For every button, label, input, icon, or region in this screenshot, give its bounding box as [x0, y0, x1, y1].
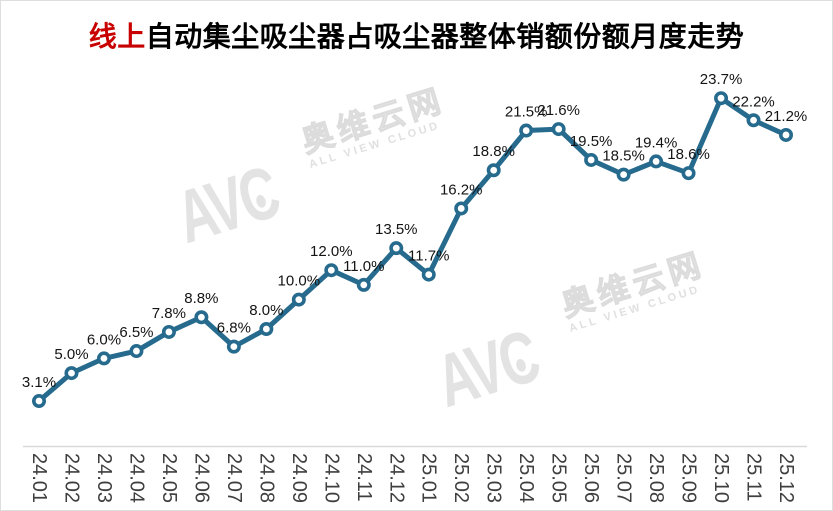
chart-title-rest: 自动集尘吸尘器占吸尘器整体销额份额月度走势: [145, 21, 745, 52]
data-point-label: 16.2%: [440, 181, 483, 198]
x-tick-label: 25.04: [515, 453, 537, 503]
x-tick-label: 25.02: [450, 453, 472, 503]
x-tick-label: 24.03: [93, 453, 115, 503]
x-tick-label: 24.06: [190, 453, 212, 503]
data-point-marker: [584, 152, 599, 167]
data-point-label: 5.0%: [54, 346, 88, 363]
data-point-label: 18.6%: [667, 146, 710, 163]
data-point-marker: [324, 263, 339, 278]
data-point-marker: [421, 267, 436, 282]
data-point-label: 23.7%: [700, 71, 743, 88]
x-tick-label: 24.02: [60, 453, 82, 503]
x-tick-label: 25.05: [548, 453, 570, 503]
data-point-marker: [291, 292, 306, 307]
data-point-marker: [64, 366, 79, 381]
x-tick-label: 25.08: [645, 453, 667, 503]
data-point-label: 22.2%: [732, 93, 775, 110]
x-tick-label: 24.09: [288, 453, 310, 503]
data-point-label: 3.1%: [22, 374, 56, 391]
data-point-marker: [226, 339, 241, 354]
x-tick-label: 24.01: [28, 453, 50, 503]
chart-title: 线上自动集尘吸尘器占吸尘器整体销额份额月度走势: [1, 15, 832, 55]
x-tick-label: 25.12: [775, 453, 797, 503]
x-tick-label: 24.07: [223, 453, 245, 503]
x-tick-label: 25.07: [613, 453, 635, 503]
x-tick-label: 24.10: [320, 453, 342, 503]
data-point-label: 6.8%: [217, 320, 251, 337]
data-point-marker: [31, 394, 46, 409]
x-tick-label: 24.04: [125, 453, 147, 503]
data-point-label: 12.0%: [310, 243, 353, 260]
data-point-label: 11.0%: [343, 258, 384, 275]
x-tick-label: 25.06: [580, 453, 602, 503]
x-tick-label: 24.11: [353, 453, 375, 502]
data-point-marker: [551, 122, 566, 137]
data-point-marker: [96, 351, 111, 366]
data-point-label: 21.5%: [505, 104, 548, 121]
data-point-marker: [649, 154, 664, 169]
chart-title-highlight: 线上: [88, 21, 146, 52]
data-point-label: 18.8%: [472, 143, 515, 160]
x-tick-label: 24.12: [385, 453, 407, 503]
data-point-marker: [454, 201, 469, 216]
data-point-label: 18.5%: [602, 148, 645, 165]
data-point-label: 11.7%: [408, 248, 449, 265]
data-point-label: 13.5%: [375, 221, 418, 238]
data-point-marker: [161, 324, 176, 339]
data-point-label: 21.6%: [537, 102, 580, 119]
data-point-label: 21.2%: [765, 108, 808, 125]
data-point-marker: [778, 127, 793, 142]
data-point-marker: [194, 310, 209, 325]
data-point-marker: [714, 91, 729, 106]
data-point-label: 10.0%: [278, 273, 321, 290]
data-point-marker: [129, 344, 144, 359]
x-tick-label: 25.10: [710, 453, 732, 503]
data-point-marker: [681, 166, 696, 181]
data-point-marker: [259, 321, 274, 336]
data-point-marker: [356, 277, 371, 292]
data-point-marker: [616, 167, 631, 182]
x-tick-label: 25.01: [418, 453, 440, 503]
data-point-marker: [486, 163, 501, 178]
x-tick-label: 25.03: [483, 453, 505, 503]
x-tick-label: 25.09: [678, 453, 700, 503]
data-point-label: 19.4%: [635, 134, 678, 151]
data-point-marker: [389, 241, 404, 256]
data-point-label: 6.0%: [87, 331, 121, 348]
data-point-label: 7.8%: [152, 305, 186, 322]
data-point-label: 19.5%: [570, 133, 613, 150]
data-point-label: 6.5%: [119, 324, 153, 341]
x-tick-label: 25.11: [743, 453, 765, 502]
data-point-label: 8.0%: [249, 302, 283, 319]
data-point-marker: [746, 113, 761, 128]
data-point-label: 8.8%: [184, 290, 218, 307]
data-point-marker: [519, 123, 534, 138]
x-tick-label: 24.05: [158, 453, 180, 503]
x-tick-label: 24.08: [255, 453, 277, 503]
